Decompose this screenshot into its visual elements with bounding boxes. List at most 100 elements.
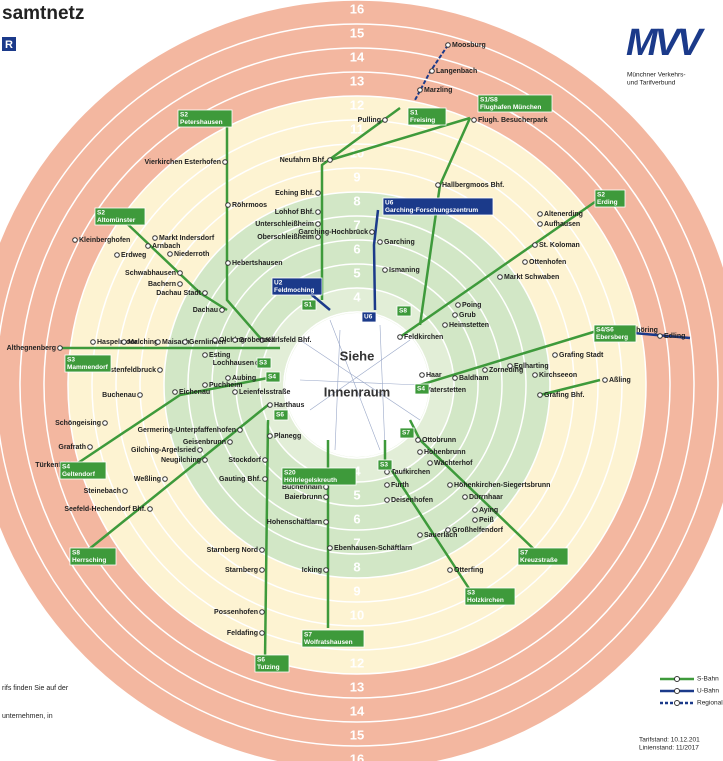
badge: R: [5, 39, 13, 51]
station-label: Harthaus: [274, 402, 304, 409]
station-label: Bachern: [148, 281, 176, 288]
station-label: Haar: [426, 372, 442, 379]
line-label: Geltendorf: [62, 471, 96, 478]
line-label: S2: [180, 112, 188, 119]
station-label: Ottobrunn: [422, 437, 456, 444]
legend-label: Regionalzu: [697, 700, 723, 707]
station-dot: [213, 338, 218, 343]
station-dot: [226, 376, 231, 381]
station-label: Deisenhofen: [391, 497, 433, 504]
station-dot: [523, 260, 528, 265]
line-label: Erding: [597, 199, 618, 206]
zone-number: 5: [353, 487, 360, 502]
station-dot: [430, 69, 435, 74]
station-dot: [58, 346, 63, 351]
station-dot: [533, 373, 538, 378]
station-dot: [260, 548, 265, 553]
line-label: S4: [417, 386, 425, 393]
station-dot: [483, 368, 488, 373]
zone-number: 9: [353, 169, 360, 184]
station-label: Baldham: [459, 375, 489, 382]
station-label: Marzling: [424, 87, 452, 94]
station-label: Aubing: [232, 375, 256, 382]
station-dot: [416, 438, 421, 443]
station-label: Ebenhausen-Schäftlarn: [334, 545, 412, 552]
inner-label: Siehe: [340, 348, 375, 363]
station-label: Höhenkirchen-Siegertsbrunn: [454, 482, 550, 489]
station-label: Hohenschäftlarn: [267, 519, 322, 526]
station-label: Niederroth: [174, 251, 209, 258]
station-label: Erdweg: [121, 252, 146, 259]
station-dot: [203, 353, 208, 358]
line-label: S4/S6: [596, 327, 614, 334]
station-label: Hohenbrunn: [424, 449, 466, 456]
logo-mark: MVV: [626, 22, 705, 64]
station-dot: [148, 507, 153, 512]
line-label: S3: [467, 590, 475, 597]
station-dot: [453, 376, 458, 381]
station-dot: [156, 340, 161, 345]
station-dot: [146, 244, 151, 249]
station-dot: [385, 498, 390, 503]
station-dot: [260, 610, 265, 615]
station-label: Eching Bhf.: [275, 190, 314, 197]
station-dot: [226, 203, 231, 208]
station-label: Wächterhof: [434, 460, 473, 467]
page-title: samtnetz: [2, 3, 84, 24]
station-label: Moosburg: [452, 42, 486, 49]
legend-dot: [675, 701, 680, 706]
line-label: Höllriegelskreuth: [284, 477, 337, 484]
station-dot: [538, 222, 543, 227]
station-dot: [472, 118, 477, 123]
line-label: Freising: [410, 117, 435, 124]
zone-number: 3: [353, 439, 360, 454]
line-label: Petershausen: [180, 119, 223, 126]
line-label: S20: [284, 470, 296, 477]
station-dot: [158, 368, 163, 373]
line-label: Ebersberg: [596, 334, 628, 341]
station-label: Aufhausen: [544, 221, 580, 228]
line-label: S7: [402, 430, 410, 437]
station-dot: [122, 340, 127, 345]
zone-number: 4: [353, 289, 361, 304]
station-dot: [238, 428, 243, 433]
zone-number: 9: [353, 583, 360, 598]
station-label: Hallbergmoos Bhf.: [442, 182, 504, 189]
station-dot: [115, 253, 120, 258]
line-label: S6: [257, 657, 265, 664]
station-label: Grafing Stadt: [559, 352, 604, 359]
station-dot: [88, 445, 93, 450]
station-dot: [178, 282, 183, 287]
station-dot: [383, 118, 388, 123]
station-label: Stockdorf: [228, 457, 261, 464]
station-dot: [203, 383, 208, 388]
station-dot: [324, 495, 329, 500]
station-label: Aying: [479, 507, 498, 514]
logo-text: Münchner Verkehrs-: [627, 72, 686, 79]
station-dot: [203, 458, 208, 463]
footer-text: unternehmen, in: [2, 713, 53, 720]
station-label: Markt Schwaben: [504, 274, 559, 281]
station-label: St. Koloman: [539, 242, 580, 249]
station-label: Hebertshausen: [232, 260, 283, 267]
line-label: Tutzing: [257, 664, 280, 671]
station-dot: [324, 520, 329, 525]
station-dot: [473, 508, 478, 513]
zone-number: 12: [350, 655, 364, 670]
station-label: Markt Indersdorf: [159, 235, 215, 242]
line-label: S1: [410, 110, 418, 117]
station-dot: [603, 378, 608, 383]
station-label: Taufkirchen: [391, 469, 430, 476]
line-label: S1/S8: [480, 97, 498, 104]
station-label: Planegg: [274, 433, 301, 440]
station-dot: [324, 568, 329, 573]
line-label: U2: [274, 280, 283, 287]
station-label: Peiß: [479, 517, 495, 524]
line-label: S8: [72, 550, 80, 557]
station-dot: [443, 323, 448, 328]
station-label: Geisenbrunn: [183, 439, 226, 446]
station-dot: [226, 261, 231, 266]
station-label: Grafing Bhf.: [544, 392, 584, 399]
station-dot: [446, 528, 451, 533]
station-label: Otterfing: [454, 567, 484, 574]
